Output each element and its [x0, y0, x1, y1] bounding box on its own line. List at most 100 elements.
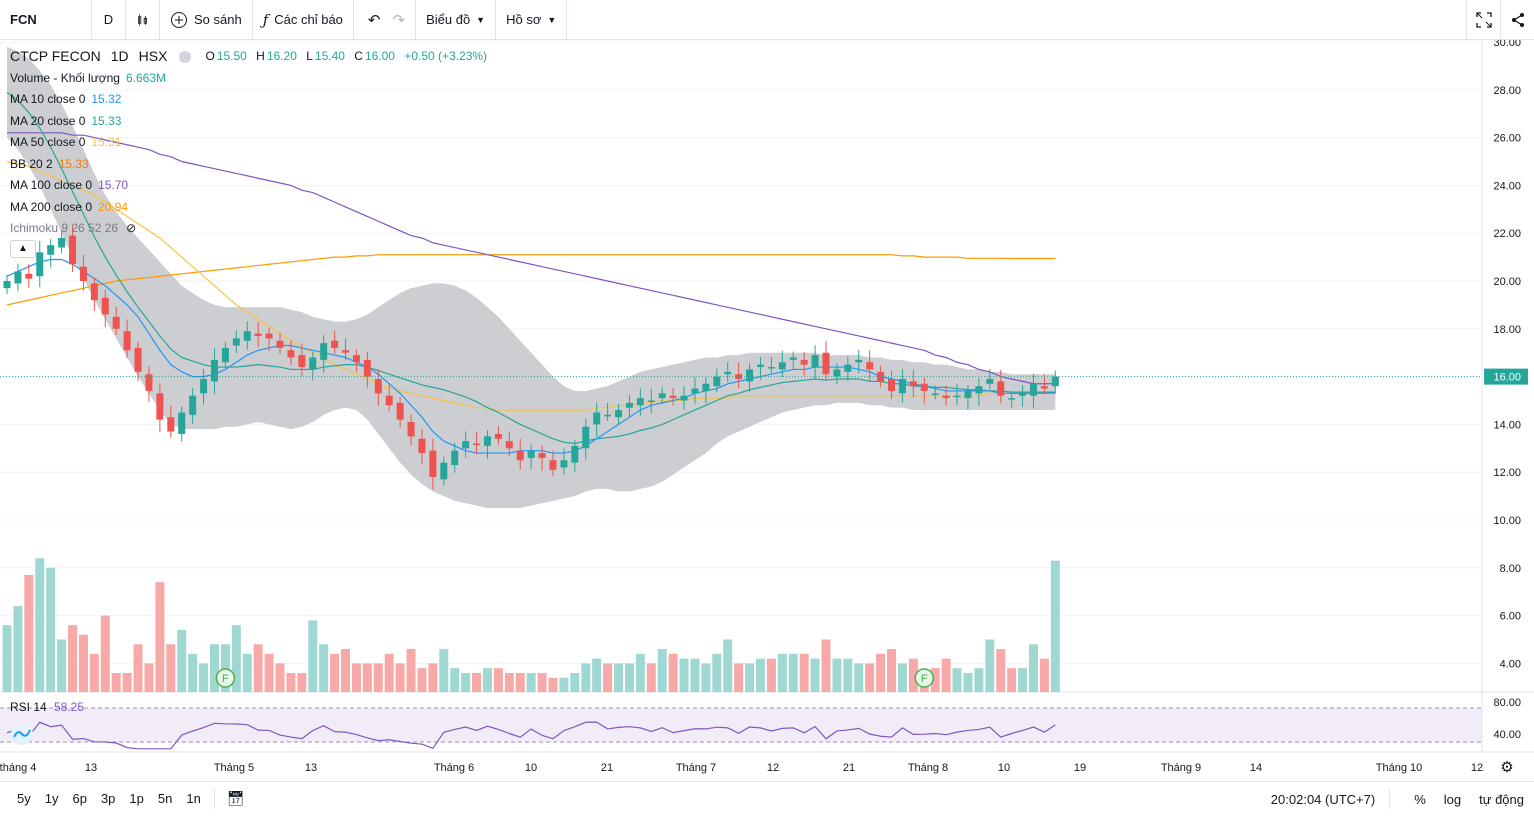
candle	[36, 240, 44, 288]
legend-indicator-row[interactable]: MA 20 close 0 15.33	[10, 111, 487, 133]
candle	[527, 444, 535, 469]
candle-body	[440, 462, 448, 480]
volume-bar	[788, 653, 798, 692]
chart-type-dropdown[interactable]: Biểu đồ ▼	[416, 0, 497, 40]
legend-indicator-row[interactable]: Volume - Khối lượng 6.663M	[10, 68, 487, 90]
last-price-label: 16.00	[1493, 372, 1521, 384]
interval-button[interactable]: D	[92, 0, 126, 40]
candle	[986, 369, 994, 390]
time-tick-label: Tháng 10	[1376, 762, 1422, 774]
compare-button[interactable]: So sánh	[160, 0, 253, 40]
volume-bar	[876, 653, 886, 692]
volume-bar	[351, 663, 361, 692]
time-tick-label: Tháng 8	[908, 762, 948, 774]
candle-body	[800, 359, 808, 365]
indicator-name: MA 10 close 0	[10, 92, 86, 106]
candle	[352, 349, 360, 372]
volume-bar	[57, 639, 67, 692]
candle	[713, 368, 721, 393]
volume-bar	[199, 663, 209, 692]
price-tick-label: 22.00	[1493, 228, 1521, 240]
open-label: O	[205, 49, 215, 63]
legend-indicator-row[interactable]: MA 50 close 0 15.31	[10, 132, 487, 154]
time-tick-label: 13	[85, 762, 97, 774]
rsi-value: 58.25	[54, 700, 84, 714]
indicator-value: 15.31	[91, 135, 122, 149]
candle-body	[265, 333, 273, 339]
template-dropdown[interactable]: Hồ sơ ▼	[496, 0, 568, 40]
legend-indicator-row[interactable]: BB 20 2 15.33	[10, 154, 487, 176]
range-button-5n[interactable]: 5n	[157, 791, 173, 806]
candle	[276, 332, 284, 354]
candle-body	[833, 369, 841, 377]
candle-body	[1019, 393, 1027, 396]
volume-bar	[723, 639, 733, 692]
candle	[451, 442, 459, 473]
volume-bar	[603, 663, 613, 692]
symbol-search[interactable]: FCN	[0, 0, 92, 40]
high-label: H	[256, 49, 265, 63]
range-button-5y[interactable]: 5y	[17, 791, 31, 806]
range-button-1n[interactable]: 1n	[186, 791, 201, 806]
date-range-icon[interactable]: 📅︎	[226, 790, 245, 806]
candle	[494, 426, 502, 445]
candle-body	[615, 410, 623, 418]
share-button[interactable]	[1500, 0, 1534, 40]
range-button-6p[interactable]: 6p	[72, 791, 87, 806]
candle-body	[331, 340, 339, 348]
plus-circle-icon	[171, 11, 187, 28]
chevron-up-icon: ▲	[18, 243, 28, 254]
percent-toggle[interactable]: %	[1414, 791, 1426, 807]
candle-body	[429, 450, 437, 477]
log-toggle[interactable]: log	[1443, 791, 1462, 807]
volume-bar	[231, 625, 241, 692]
gear-icon[interactable]: ⚙	[1500, 758, 1513, 776]
candle-body	[134, 347, 142, 372]
candle	[101, 289, 109, 328]
price-tick-label: 14.00	[1493, 419, 1521, 431]
candle-body	[560, 460, 568, 468]
chart-style-button[interactable]	[126, 0, 160, 40]
candle-body	[571, 445, 579, 463]
volume-bar	[2, 625, 12, 692]
candle-body	[1040, 386, 1048, 389]
volume-bar	[89, 653, 99, 692]
legend-indicator-row[interactable]: Ichimoku 9 26 52 26 ⊘	[10, 218, 487, 240]
legend-toggle-button[interactable]: ▲	[10, 240, 36, 258]
undo-button[interactable]: ↶	[354, 0, 387, 40]
candle	[888, 371, 896, 399]
range-button-1p[interactable]: 1p	[129, 791, 144, 806]
legend-indicator-row[interactable]: MA 10 close 0 15.32	[10, 89, 487, 111]
range-button-3p[interactable]: 3p	[100, 791, 116, 806]
volume-bar	[24, 574, 34, 692]
candle	[123, 319, 131, 358]
indicator-name: Ichimoku 9 26 52 26	[10, 221, 119, 235]
legend-collapse-icon[interactable]	[179, 50, 192, 63]
time-tick-label: 21	[601, 762, 613, 774]
time-tick-label: 12	[1471, 762, 1483, 774]
redo-button[interactable]: ↷	[387, 0, 417, 40]
candle-body	[483, 436, 491, 446]
volume-bar	[220, 644, 230, 692]
volume-bar	[308, 620, 318, 692]
candle-body	[1051, 376, 1059, 387]
range-button-1y[interactable]: 1y	[44, 791, 59, 806]
chevron-down-icon: ▼	[547, 14, 557, 25]
volume-bar	[78, 634, 88, 692]
volume-bar	[657, 649, 667, 692]
indicator-name: BB 20 2	[10, 156, 53, 171]
candle-body	[811, 355, 819, 368]
eye-hidden-icon[interactable]: ⊘	[126, 221, 137, 235]
price-tick-label: 26.00	[1493, 133, 1521, 145]
candle-body	[178, 412, 186, 434]
candle-body	[352, 355, 360, 363]
candle	[396, 396, 404, 428]
legend-indicator-row[interactable]: MA 200 close 0 20.94	[10, 197, 487, 219]
candle	[309, 351, 317, 381]
fullscreen-button[interactable]	[1466, 0, 1500, 40]
rsi-pane: 80.00 40.00 RSI 14 58.25	[0, 691, 1534, 750]
indicators-button[interactable]: ƒ Các chỉ báo	[253, 0, 354, 40]
legend-indicator-row[interactable]: MA 100 close 0 15.70	[10, 175, 487, 197]
auto-toggle[interactable]: tự động	[1479, 791, 1524, 807]
